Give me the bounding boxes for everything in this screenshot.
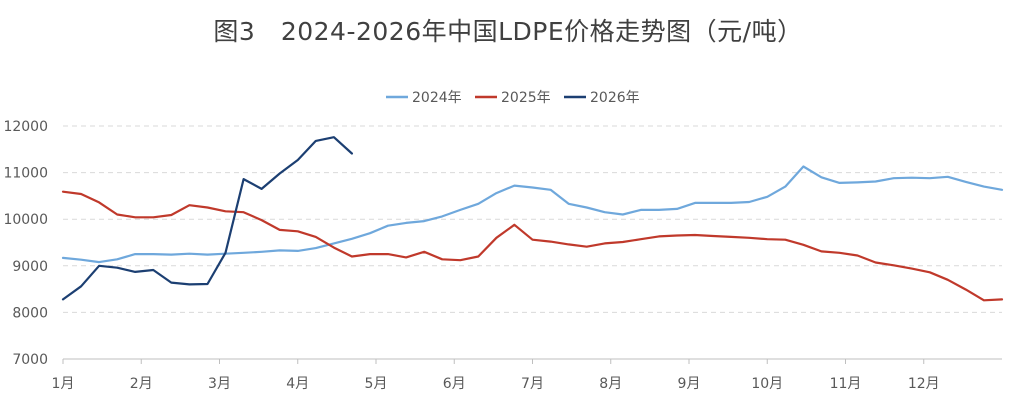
series-line-2024年 — [61, 165, 1004, 264]
x-tick-label: 11月 — [830, 376, 862, 392]
x-tick-label: 1月 — [52, 376, 75, 392]
y-tick-label: 11000 — [3, 166, 48, 182]
x-tick-label: 4月 — [286, 376, 309, 392]
x-tick-label: 9月 — [678, 376, 701, 392]
x-tick-label: 3月 — [208, 376, 231, 392]
series-lines — [61, 136, 1004, 302]
x-tick-label: 7月 — [521, 376, 544, 392]
legend: 2024年 2025年 2026年 — [386, 90, 640, 106]
grid-lines — [63, 125, 1002, 313]
series-line-2025年 — [61, 190, 1004, 302]
y-tick-label: 12000 — [3, 119, 48, 135]
chart-title: 图3 2024-2026年中国LDPE价格走势图（元/吨） — [213, 17, 803, 46]
legend-label: 2025年 — [501, 90, 551, 106]
series-line-2026年 — [61, 136, 353, 301]
legend-label: 2024年 — [412, 90, 462, 106]
x-tick-label: 6月 — [443, 376, 466, 392]
y-tick-label: 8000 — [12, 305, 48, 321]
x-tick-label: 12月 — [908, 376, 940, 392]
y-tick-label: 9000 — [12, 259, 48, 275]
x-tick-label: 5月 — [365, 376, 388, 392]
x-tick-label: 10月 — [751, 376, 783, 392]
y-axis: 7000 8000 9000 10000 11000 12000 — [3, 119, 48, 368]
y-tick-label: 10000 — [3, 212, 48, 228]
x-axis — [62, 358, 1002, 364]
x-tick-label: 8月 — [599, 376, 622, 392]
x-axis-labels: 1月 2月 3月 4月 5月 6月 7月 8月 9月 10月 11月 12月 — [52, 376, 940, 392]
y-tick-label: 7000 — [12, 352, 48, 368]
legend-label: 2026年 — [590, 90, 640, 106]
x-tick-label: 2月 — [130, 376, 153, 392]
